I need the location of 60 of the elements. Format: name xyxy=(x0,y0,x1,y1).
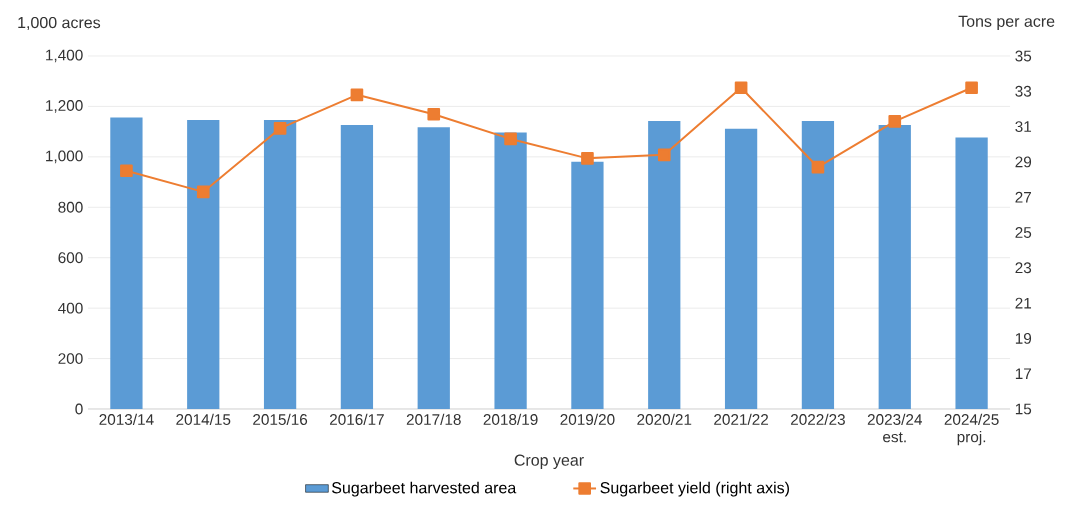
y-tick-label: 200 xyxy=(58,353,83,364)
legend-label: Sugarbeet yield (right axis) xyxy=(600,481,789,497)
bar xyxy=(724,128,758,409)
y2-tick-label: 23 xyxy=(1015,262,1032,274)
y-axis-title: 1,000 acres xyxy=(18,16,101,31)
y-tick-label: 0 xyxy=(75,403,83,415)
x-tick-label: 2015/16 xyxy=(253,413,308,425)
point xyxy=(427,107,441,121)
point xyxy=(581,152,594,165)
x-tick-label: 2013/14 xyxy=(99,413,154,425)
point xyxy=(888,114,902,128)
point xyxy=(350,88,364,102)
y2-tick-label: 27 xyxy=(1015,191,1032,203)
bar xyxy=(801,121,835,409)
point xyxy=(965,81,978,95)
y2-tick-label: 29 xyxy=(1015,156,1032,168)
point xyxy=(196,185,210,199)
bar xyxy=(648,121,681,409)
x-axis-title: Crop year xyxy=(514,454,584,469)
x-tick-label: 2016/17 xyxy=(329,413,384,425)
x-tick-label: 2020/21 xyxy=(637,413,692,425)
x-tick-label: 2014/15 xyxy=(176,413,231,425)
point xyxy=(734,81,748,95)
legend-label: Sugarbeet harvested area xyxy=(332,481,517,497)
bar xyxy=(263,120,297,409)
y2-tick-label: 21 xyxy=(1015,297,1032,309)
x-tick-label: 2018/19 xyxy=(483,413,538,425)
x-tick-label: 2017/18 xyxy=(406,413,461,425)
bar xyxy=(110,117,143,409)
y-tick-label: 1,000 xyxy=(46,150,83,164)
x-tick-label: 2024/25 proj. xyxy=(944,413,999,446)
bar xyxy=(417,127,450,409)
y2-tick-label: 33 xyxy=(1015,85,1032,97)
y2-tick-label: 25 xyxy=(1015,227,1032,238)
y2-tick-label: 15 xyxy=(1015,403,1032,415)
point xyxy=(120,164,133,178)
bar xyxy=(187,120,220,409)
bar xyxy=(955,137,988,409)
y2-tick-label: 19 xyxy=(1015,332,1032,344)
y-tick-label: 800 xyxy=(58,201,83,213)
y2-tick-label: 31 xyxy=(1015,121,1032,133)
y-tick-label: 600 xyxy=(58,252,83,264)
x-tick-label: 2021/22 xyxy=(714,413,769,425)
bar xyxy=(494,132,527,409)
bar xyxy=(571,161,604,409)
point xyxy=(504,132,517,146)
y2-tick-label: 35 xyxy=(1015,50,1032,62)
x-tick-label: 2019/20 xyxy=(560,413,615,425)
bar xyxy=(878,125,911,409)
point xyxy=(273,122,287,135)
x-tick-label: 2022/23 xyxy=(790,413,845,425)
y-tick-label: 1,400 xyxy=(46,49,83,63)
bar xyxy=(340,125,374,409)
point xyxy=(657,148,671,162)
y2-tick-label: 17 xyxy=(1015,368,1032,379)
x-tick-label: 2023/24 est. xyxy=(867,413,923,443)
y-tick-label: 400 xyxy=(58,302,83,314)
y2-axis-title: Tons per acre xyxy=(958,15,1055,31)
y-tick-label: 1,200 xyxy=(46,100,83,113)
point xyxy=(811,160,825,174)
